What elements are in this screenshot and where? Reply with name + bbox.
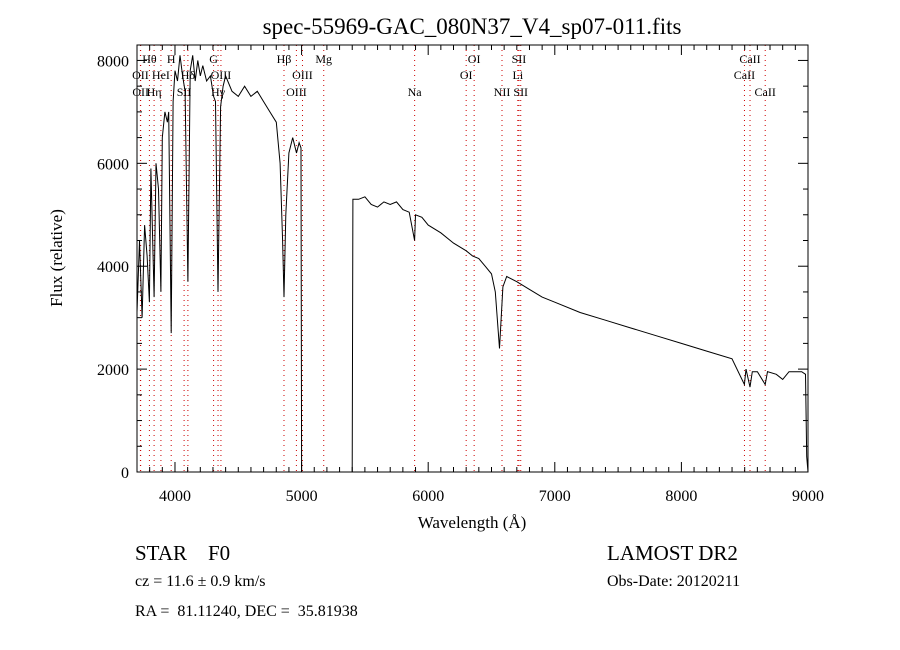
y-tick-label: 8000 (97, 53, 129, 70)
spectral-line-label: Mg (315, 52, 332, 66)
spectral-line-label: OIII (286, 85, 307, 99)
spectral-line-label: OI (460, 68, 473, 82)
survey-name: LAMOST DR2 (607, 541, 738, 565)
spectral-line-label: OIII (211, 68, 232, 82)
x-tick-label: 8000 (665, 488, 697, 505)
x-tick-label: 7000 (539, 488, 571, 505)
spectral-line-label: NII (494, 85, 511, 99)
spectral-line-label: Hβ (277, 52, 292, 66)
spectral-line-label: OI (468, 52, 481, 66)
flux-line (136, 55, 809, 473)
obs-date: Obs-Date: 20120211 (607, 573, 741, 590)
spectral-line-label: Hδ (181, 68, 196, 82)
x-tick-label: 4000 (159, 488, 191, 505)
flux-series (136, 55, 809, 473)
y-tick-label: 2000 (97, 362, 129, 379)
spectral-line-labels: Hθ H G Hβ Mg OI SII CaII OII HeI Hδ OIII OIII OI Li CaI… (132, 52, 776, 99)
spectral-line-label: Hθ (142, 52, 157, 66)
x-axis-label: Wavelength (Å) (418, 513, 527, 532)
chart-title: spec-55969-GAC_080N37_V4_sp07-011.fits (263, 14, 682, 39)
spectral-line-label: CaII (734, 68, 755, 82)
x-tick-label: 9000 (792, 488, 824, 505)
spectral-line-label: H (167, 52, 176, 66)
plot-frame (136, 44, 809, 473)
x-tick-label: 6000 (412, 488, 444, 505)
spectral-line-label: Li (512, 68, 523, 82)
y-axis-label: Flux (relative) (47, 209, 66, 307)
spectral-line-label: HeI (152, 68, 170, 82)
spectral-line-label: SII (512, 52, 527, 66)
spectral-line-label: CaII (755, 85, 776, 99)
axes: 4000 5000 6000 7000 8000 9000 0 2000 4000 6000 800… (97, 44, 824, 505)
redshift-cz: cz = 11.6 ± 0.9 km/s (135, 573, 266, 590)
spectral-line-label: Hη (147, 85, 162, 99)
spectral-line-markers (139, 45, 766, 472)
spectral-line-label: OII (132, 68, 149, 82)
object-class: STAR F0 (135, 541, 231, 565)
spectral-line-label: Na (408, 85, 423, 99)
spectral-line-label: SII (513, 85, 528, 99)
y-tick-label: 4000 (97, 259, 129, 276)
spectral-line-label: OIII (292, 68, 313, 82)
spectrum-chart: spec-55969-GAC_080N37_V4_sp07-011.fits W… (47, 14, 824, 532)
y-tick-label: 0 (121, 465, 129, 482)
spectral-line-label: SII (177, 85, 192, 99)
x-tick-label: 5000 (286, 488, 318, 505)
coordinates: RA = 81.11240, DEC = 35.81938 (135, 603, 358, 620)
spectral-line-label: CaII (739, 52, 760, 66)
y-tick-label: 6000 (97, 156, 129, 173)
spectral-line-label: G (209, 52, 218, 66)
